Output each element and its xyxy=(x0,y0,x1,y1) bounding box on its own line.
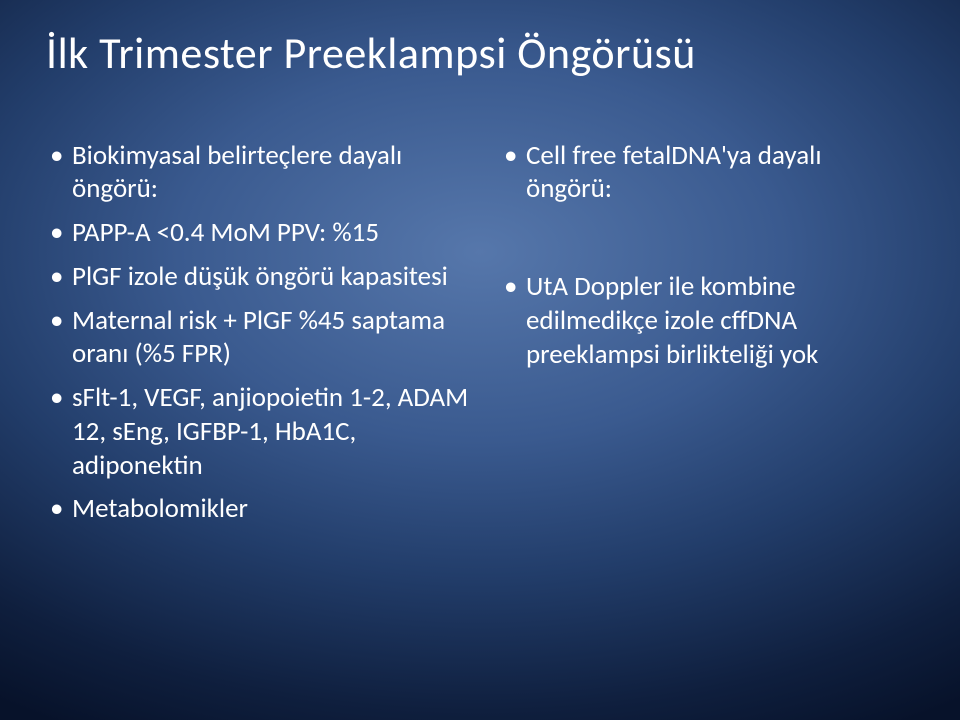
left-bullet-list: Biokimyasal belirteçlere dayalı öngörü: … xyxy=(46,139,480,527)
left-column: Biokimyasal belirteçlere dayalı öngörü: … xyxy=(46,139,480,537)
list-item: Maternal risk + PlGF %45 saptama oranı (… xyxy=(46,304,480,372)
slide-title: İlk Trimester Preeklampsi Öngörüsü xyxy=(46,28,914,79)
list-item: sFlt-1, VEGF, anjiopoietin 1-2, ADAM 12,… xyxy=(46,381,480,482)
list-item: Cell free fetalDNA'ya dayalı öngörü: xyxy=(500,139,899,207)
right-bullet-list: Cell free fetalDNA'ya dayalı öngörü: xyxy=(500,139,899,207)
right-column: Cell free fetalDNA'ya dayalı öngörü: UtA… xyxy=(500,139,899,537)
spacer xyxy=(500,216,899,270)
right-bullet-list-2: UtA Doppler ile kombine edilmedikçe izol… xyxy=(500,270,899,371)
list-item: PlGF izole düşük öngörü kapasitesi xyxy=(46,260,480,294)
content-columns: Biokimyasal belirteçlere dayalı öngörü: … xyxy=(46,139,914,537)
list-item: Biokimyasal belirteçlere dayalı öngörü: xyxy=(46,139,480,207)
list-item: PAPP-A <0.4 MoM PPV: %15 xyxy=(46,216,480,250)
list-item: UtA Doppler ile kombine edilmedikçe izol… xyxy=(500,270,899,371)
slide: İlk Trimester Preeklampsi Öngörüsü Bioki… xyxy=(0,0,960,720)
list-item: Metabolomikler xyxy=(46,492,480,526)
